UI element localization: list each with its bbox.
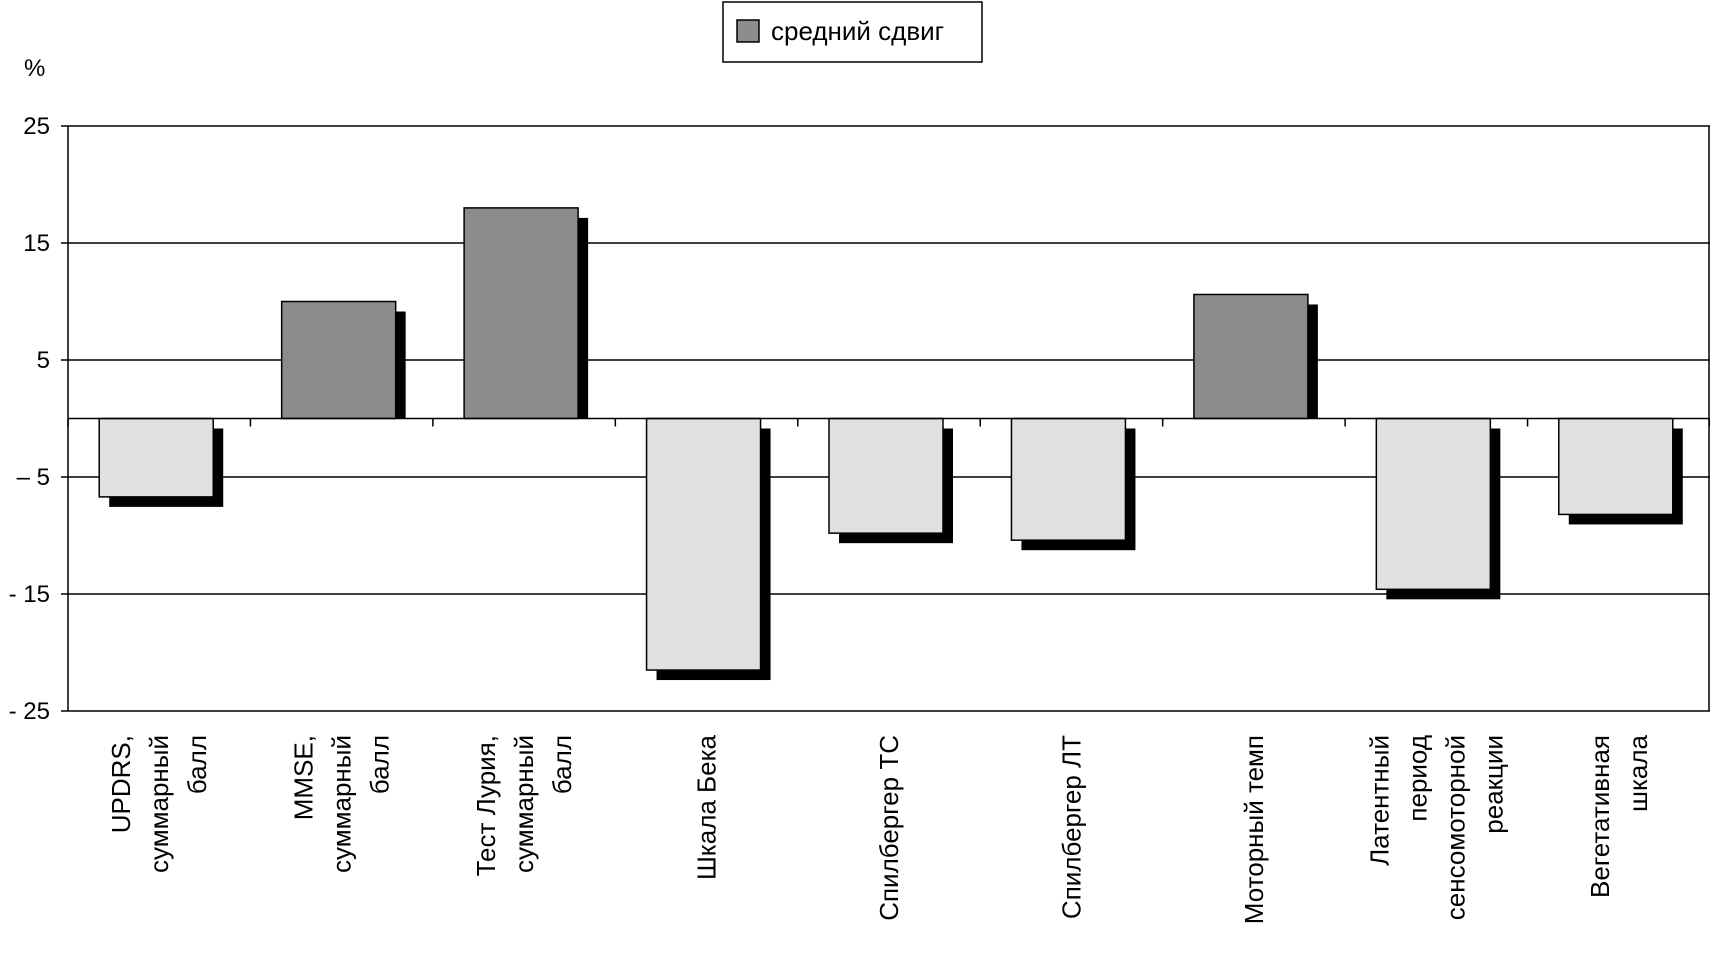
- bar: [1375, 417, 1492, 591]
- category-label: Латентный период сенсомоторной реакции: [1364, 735, 1508, 920]
- category-label-line: балл: [365, 735, 395, 794]
- x-axis-category-labels: UPDRS, суммарный балл MMSE, суммарный балл Тес…: [106, 734, 1653, 924]
- category-label: Вегетативная шкала: [1585, 734, 1653, 897]
- category-label: Тест Лурия, суммарный балл: [471, 735, 577, 876]
- bar: [828, 417, 944, 534]
- bar: [98, 417, 214, 498]
- category-label-line: период: [1402, 735, 1432, 822]
- category-label-line: балл: [182, 735, 212, 794]
- legend: средний сдвиг: [722, 1, 983, 63]
- y-tick-label: - 25: [9, 698, 50, 725]
- y-tick-label: - 15: [9, 581, 50, 608]
- category-label-line: суммарный: [144, 735, 174, 873]
- y-axis-label: %: [24, 55, 45, 82]
- category-label: Спилбергер ЛТ: [1056, 735, 1086, 919]
- y-tick-label: – 5: [17, 464, 50, 491]
- axes: [67, 126, 1710, 711]
- bar: [1010, 417, 1127, 541]
- legend-box: [722, 1, 983, 63]
- category-label-line: Вегетативная: [1585, 735, 1615, 898]
- category-label-line: балл: [547, 735, 577, 794]
- category-label-line: Шкала Бека: [692, 734, 722, 880]
- category-label-line: реакции: [1478, 735, 1508, 834]
- y-tick-label: 25: [23, 113, 50, 140]
- category-label-line: суммарный: [327, 735, 357, 873]
- category-label-line: MMSE,: [289, 735, 319, 820]
- y-axis-ticks: 25 15 5 – 5 - 15 - 25: [9, 113, 68, 725]
- category-label: MMSE, суммарный балл: [289, 735, 395, 873]
- category-label-line: Спилбергер ЛТ: [1056, 735, 1086, 919]
- category-label-line: шкала: [1623, 734, 1653, 811]
- bar: [1193, 293, 1309, 420]
- bar: [463, 207, 579, 420]
- legend-swatch: [736, 19, 760, 43]
- legend-label: средний сдвиг: [771, 16, 944, 46]
- y-tick-label: 5: [37, 347, 50, 374]
- category-label-line: Латентный: [1364, 735, 1394, 866]
- y-tick-label: 15: [23, 230, 50, 257]
- bar: [280, 300, 397, 420]
- bar: [1558, 417, 1674, 516]
- category-label-line: Тест Лурия,: [471, 735, 501, 876]
- category-label: Шкала Бека: [692, 734, 722, 880]
- bar: [645, 417, 762, 671]
- bars: [98, 207, 1683, 681]
- category-label-line: Спилбергер ТС: [874, 735, 904, 921]
- category-label-line: Моторный темп: [1239, 735, 1269, 924]
- category-label-line: UPDRS,: [106, 735, 136, 833]
- category-label: Спилбергер ТС: [874, 735, 904, 921]
- category-label-line: сенсомоторной: [1440, 735, 1470, 920]
- category-label: Моторный темп: [1239, 735, 1269, 924]
- category-label: UPDRS, суммарный балл: [106, 735, 212, 873]
- category-label-line: суммарный: [509, 735, 539, 873]
